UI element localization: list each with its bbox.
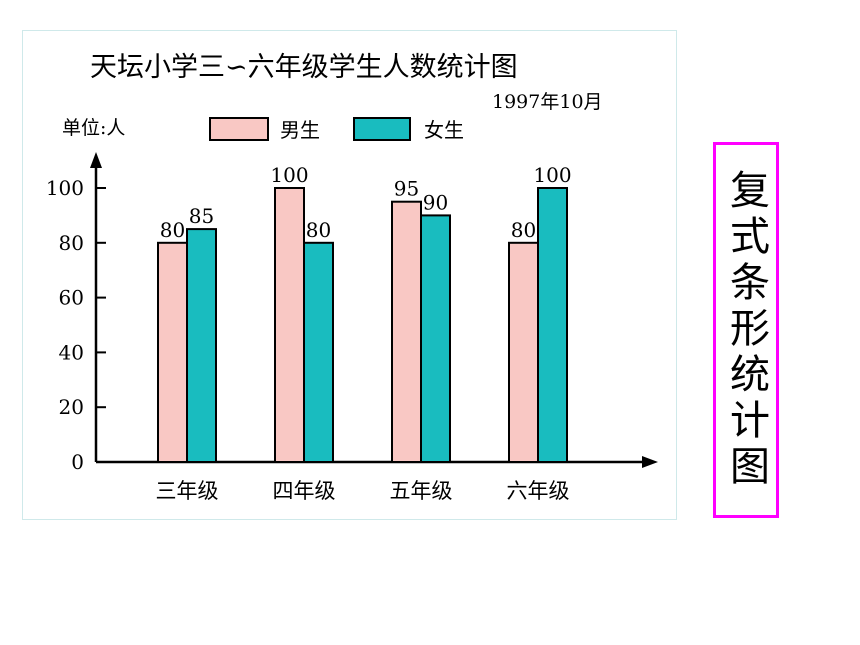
y-tick-label: 40 <box>59 340 84 364</box>
side-title: 复式条形统计图 <box>723 169 769 491</box>
bar-value-label: 90 <box>423 190 448 214</box>
y-tick-label: 0 <box>71 450 84 474</box>
y-tick-label: 80 <box>59 231 84 255</box>
bar <box>391 200 422 463</box>
x-tick-label: 五年级 <box>390 479 453 503</box>
legend-swatch-boys <box>209 117 269 141</box>
bar <box>537 187 568 463</box>
bar-value-label: 80 <box>511 218 536 242</box>
bar <box>186 228 217 463</box>
y-tick-label: 60 <box>59 286 84 310</box>
legend-label-girls: 女生 <box>424 118 464 142</box>
bar <box>508 241 539 463</box>
bar-value-label: 100 <box>270 163 308 187</box>
y-tick-label: 20 <box>59 395 84 419</box>
y-axis-arrow <box>90 152 102 168</box>
bar-value-label: 85 <box>189 204 214 228</box>
legend-label-boys: 男生 <box>280 118 320 142</box>
bars <box>157 187 568 463</box>
bar-value-label: 95 <box>394 177 419 201</box>
chart-frame <box>22 30 677 520</box>
y-tick-label: 100 <box>46 176 84 200</box>
legend-swatch-girls <box>353 117 411 141</box>
bar <box>157 241 188 463</box>
chart-title: 天坛小学三∽六年级学生人数统计图 <box>90 52 518 83</box>
bar <box>274 187 305 463</box>
chart-date: 1997年10月 <box>492 91 603 113</box>
bar-value-label: 80 <box>306 218 331 242</box>
bar <box>303 241 334 463</box>
x-tick-label: 六年级 <box>507 479 570 503</box>
side-title-box: 复式条形统计图 <box>713 142 779 518</box>
x-tick-label: 三年级 <box>156 479 219 503</box>
y-axis-unit-label: 单位:人 <box>62 117 125 139</box>
bar-value-label: 100 <box>533 163 571 187</box>
bar <box>420 214 451 463</box>
axes: 0 20 40 60 80 100 <box>46 152 658 474</box>
x-tick-label: 四年级 <box>273 479 336 503</box>
x-axis-arrow <box>642 456 658 468</box>
bar-value-label: 80 <box>160 218 185 242</box>
